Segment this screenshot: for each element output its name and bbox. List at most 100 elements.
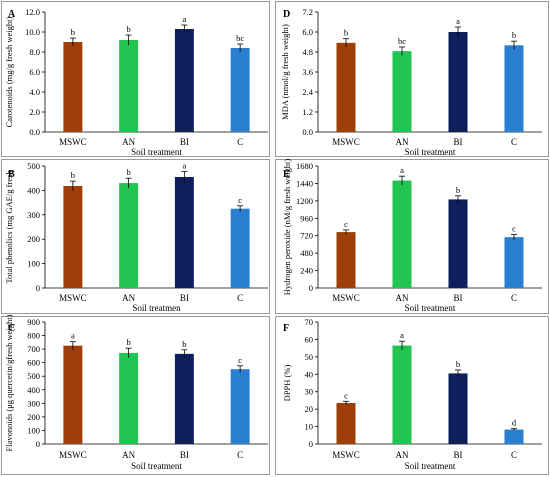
y-tick-label: 2.0 <box>29 107 40 117</box>
y-tick-label: 0 <box>36 439 40 449</box>
y-tick-label: 200 <box>27 234 40 244</box>
y-tick-label: 0 <box>309 439 313 449</box>
category-label: BI <box>454 450 463 460</box>
y-tick-label: 10 <box>305 422 314 432</box>
bar-c <box>230 369 250 444</box>
panel-f: F 0 10 20 30 40 50 60 70 DPPH (%) c MSWC a AN b BI d C Soi… <box>282 317 542 471</box>
panel-a-tag: A <box>8 9 16 20</box>
bar-mswc <box>63 345 83 444</box>
y-tick-label: 70 <box>305 317 314 327</box>
x-axis-label: Soil treatment <box>405 461 456 471</box>
significance-letter: b <box>127 167 131 177</box>
category-label: C <box>511 450 517 460</box>
category-label: AN <box>396 293 409 303</box>
bar-c <box>504 429 524 444</box>
x-axis-label: Soil treatment <box>405 303 456 313</box>
bar-an <box>392 51 412 132</box>
y-tick-label: 960 <box>300 213 313 223</box>
bar-bi <box>174 353 194 444</box>
panel-e-tag: E <box>283 169 290 180</box>
x-axis-label: Soil treatmen <box>132 303 181 313</box>
y-tick-label: 500 <box>27 161 40 171</box>
y-tick-label: 400 <box>27 185 40 195</box>
panel-d-frame <box>275 1 549 157</box>
x-axis-label: Soil treatment <box>131 147 182 157</box>
category-label: AN <box>396 450 409 460</box>
category-label: MSWC <box>59 137 87 147</box>
panel-b: B 0 100 200 300 400 500 Total phenolics (mg GAE… <box>4 161 268 313</box>
bar-c <box>230 208 250 288</box>
y-tick-label: 6.0 <box>302 27 313 37</box>
bar-mswc <box>336 42 356 133</box>
category-label: AN <box>122 450 135 460</box>
y-tick-label: 1200 <box>296 196 313 206</box>
y-tick-label: 0 <box>36 283 40 293</box>
y-axis-label: Flavonoids (μg quercetin/gfresh weight) <box>4 314 14 451</box>
y-tick-label: 800 <box>27 331 40 341</box>
y-tick-label: 400 <box>27 385 40 395</box>
panel-f-frame <box>275 316 549 475</box>
y-tick-label: 60 <box>305 334 314 344</box>
significance-letter: a <box>400 165 404 175</box>
significance-letter: b <box>127 24 131 34</box>
y-tick-label: 1680 <box>296 161 313 171</box>
y-tick-label: 3.6 <box>302 67 313 77</box>
significance-letter: b <box>71 27 75 37</box>
y-tick-label: 10.0 <box>25 27 40 37</box>
bar-bi <box>448 199 468 288</box>
category-label: MSWC <box>332 293 360 303</box>
significance-letter: a <box>182 14 186 24</box>
category-label: C <box>237 137 243 147</box>
significance-letter: a <box>71 331 75 341</box>
significance-letter: c <box>238 355 242 365</box>
category-label: MSWC <box>332 137 360 147</box>
significance-letter: b <box>456 185 460 195</box>
x-axis-label: Soil treatment <box>405 147 456 157</box>
significance-letter: bc <box>398 36 406 46</box>
category-label: C <box>237 293 243 303</box>
panel-b-tag: B <box>8 169 15 180</box>
y-tick-label: 40 <box>305 369 314 379</box>
bar-mswc <box>63 42 83 132</box>
bar-c <box>504 45 524 133</box>
bar-mswc <box>336 232 356 288</box>
y-tick-label: 500 <box>27 371 40 381</box>
bar-an <box>119 183 139 288</box>
category-label: BI <box>180 450 189 460</box>
bar-an <box>392 345 412 444</box>
category-label: BI <box>454 137 463 147</box>
y-tick-label: 4.8 <box>302 47 313 57</box>
y-tick-label: 1.2 <box>302 107 313 117</box>
panel-d: D 0.0 1.2 2.4 3.6 4.8 6.0 7.2 MDA (nmol/g fresh … <box>280 7 542 157</box>
panel-c: C 0 100 200 300 400 500 600 700 800 900 Flavonoids … <box>4 314 268 471</box>
y-tick-label: 100 <box>27 259 40 269</box>
y-tick-label: 6.0 <box>29 67 40 77</box>
bar-mswc <box>336 403 356 444</box>
significance-letter: b <box>182 339 186 349</box>
y-axis-label: Carotenoids (mg/g fresh weight) <box>4 16 14 127</box>
y-tick-label: 4.0 <box>29 87 40 97</box>
category-label: C <box>237 450 243 460</box>
y-tick-label: 600 <box>27 358 40 368</box>
y-tick-label: 200 <box>27 412 40 422</box>
panel-a: A 0.0 2.0 4.0 6.0 8.0 10.0 12.0 Carotenoids (mg/… <box>4 7 268 157</box>
significance-letter: b <box>512 30 516 40</box>
category-label: AN <box>122 137 135 147</box>
significance-letter: c <box>344 390 348 400</box>
significance-letter: b <box>71 170 75 180</box>
bar-mswc <box>63 186 83 288</box>
bar-an <box>119 40 139 132</box>
y-tick-label: 2.4 <box>302 87 313 97</box>
significance-letter: b <box>456 359 460 369</box>
significance-letter: c <box>512 224 516 234</box>
panel-e: E 0 240 480 720 960 1200 1440 1680 Hydrogen perox… <box>282 159 542 313</box>
category-label: BI <box>180 137 189 147</box>
category-label: BI <box>454 293 463 303</box>
significance-letter: b <box>127 337 131 347</box>
significance-letter: bc <box>236 33 244 43</box>
y-tick-label: 1440 <box>296 178 313 188</box>
panel-c-tag: C <box>8 323 15 334</box>
bar-c <box>230 48 250 132</box>
y-axis-label: Total phenolics (mg GAE/g fresh <box>4 170 14 284</box>
